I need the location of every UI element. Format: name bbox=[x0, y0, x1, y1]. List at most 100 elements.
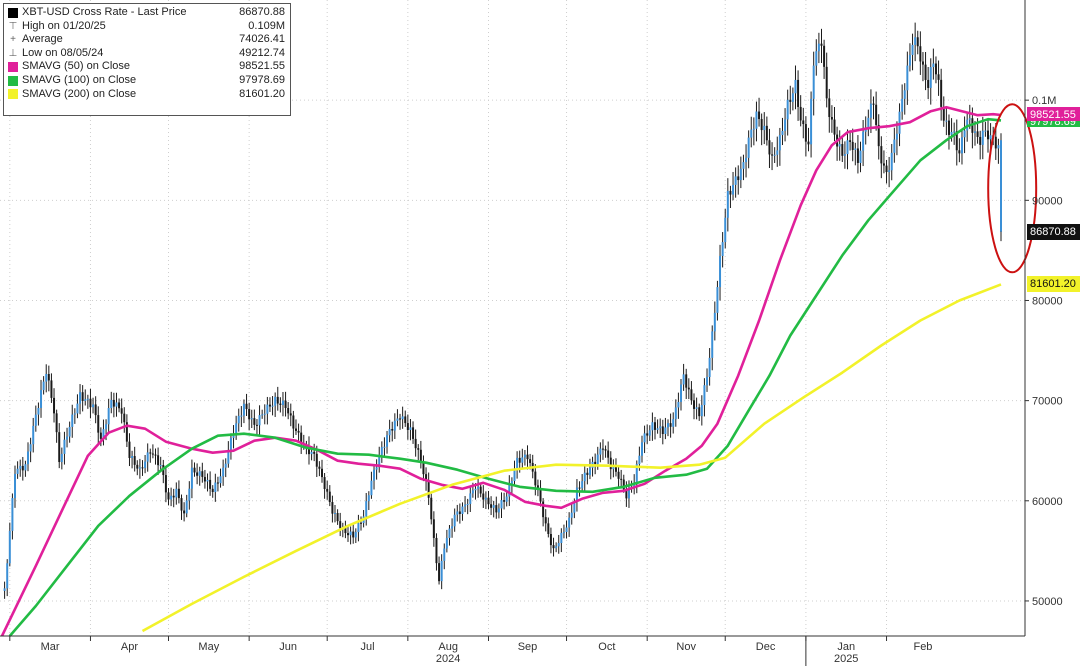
candle-body bbox=[32, 425, 35, 445]
legend-row-low: ⊥ Low on 08/05/24 49212.74 bbox=[8, 47, 285, 61]
candle-body bbox=[445, 537, 448, 549]
candle-body bbox=[664, 427, 667, 435]
candle-body bbox=[37, 407, 40, 415]
sma50-line bbox=[0, 105, 1002, 637]
candle-body bbox=[185, 500, 188, 514]
candle-body bbox=[651, 422, 654, 431]
candle-body bbox=[250, 418, 253, 420]
candle-body bbox=[752, 128, 755, 130]
legend-label: SMAVG (50) on Close bbox=[22, 60, 131, 73]
candle-body bbox=[549, 533, 552, 546]
candle-body bbox=[401, 416, 404, 420]
candle-body bbox=[354, 532, 357, 538]
candle-body bbox=[536, 485, 539, 489]
candle-body bbox=[370, 480, 373, 496]
candle-body bbox=[846, 140, 849, 155]
candle-body bbox=[828, 98, 831, 118]
candle-body bbox=[825, 66, 828, 99]
candle-body bbox=[635, 463, 638, 483]
candle-body bbox=[908, 54, 911, 66]
chart-legend: XBT-USD Cross Rate - Last Price 86870.88… bbox=[3, 3, 291, 116]
candle-body bbox=[190, 467, 193, 489]
candle-body bbox=[758, 111, 761, 120]
candle-body bbox=[695, 407, 698, 409]
candle-body bbox=[27, 451, 30, 465]
candle-body bbox=[994, 136, 997, 149]
candle-body bbox=[198, 471, 201, 476]
y-axis-ticks: 50000 60000 70000 80000 90000 0.1M bbox=[1025, 95, 1063, 608]
candle-body bbox=[53, 397, 56, 414]
candle-body bbox=[258, 415, 261, 426]
candle-body bbox=[81, 392, 84, 401]
sma200-line bbox=[141, 283, 1002, 633]
candle-body bbox=[732, 184, 735, 195]
candle-body bbox=[383, 446, 386, 448]
low-marker-icon: ⊥ bbox=[8, 47, 18, 59]
candle-body bbox=[292, 415, 295, 429]
candle-body bbox=[505, 496, 508, 502]
candle-body bbox=[932, 63, 935, 68]
candle-body bbox=[833, 119, 836, 135]
legend-value: 74026.41 bbox=[239, 33, 285, 46]
candle-body bbox=[453, 514, 456, 527]
candle-body bbox=[849, 140, 852, 142]
candle-body bbox=[235, 423, 238, 435]
candle-body bbox=[815, 51, 818, 66]
candle-body bbox=[482, 493, 485, 500]
candle-body bbox=[412, 427, 415, 439]
candle-body bbox=[466, 503, 469, 505]
candle-body bbox=[890, 152, 893, 171]
y-tick-label: 50000 bbox=[1032, 596, 1063, 608]
legend-label: XBT-USD Cross Rate - Last Price bbox=[22, 6, 187, 18]
candle-body bbox=[596, 454, 599, 465]
x-month-label: Aug bbox=[438, 641, 458, 653]
candle-body bbox=[268, 404, 271, 407]
candle-body bbox=[157, 455, 160, 466]
candle-body bbox=[175, 488, 178, 498]
candle-body bbox=[929, 67, 932, 88]
candle-body bbox=[183, 510, 186, 514]
candle-body bbox=[6, 563, 9, 589]
candle-body bbox=[271, 405, 274, 407]
candle-body bbox=[742, 162, 745, 169]
candle-body bbox=[196, 472, 199, 476]
candle-body bbox=[950, 131, 953, 135]
legend-value: 49212.74 bbox=[239, 46, 285, 59]
legend-label: Low on 08/05/24 bbox=[22, 46, 104, 59]
axes bbox=[0, 0, 1026, 637]
candle-body bbox=[266, 404, 269, 414]
candle-body bbox=[685, 374, 688, 388]
candle-body bbox=[659, 426, 662, 429]
candle-body bbox=[893, 139, 896, 153]
candle-body bbox=[604, 449, 607, 451]
x-axis-ticks: Mar Apr May Jun Jul Aug Sep Oct Nov Dec Jan Feb 2024… bbox=[9, 636, 932, 666]
candle-body bbox=[523, 454, 526, 458]
red-ellipse-annotation bbox=[987, 103, 1038, 274]
candle-body bbox=[721, 242, 724, 256]
candle-body bbox=[648, 430, 651, 436]
candle-body bbox=[797, 79, 800, 107]
candle-body bbox=[248, 409, 251, 420]
candle-body bbox=[778, 135, 781, 151]
candle-body bbox=[921, 61, 924, 65]
legend-value: 97978.69 bbox=[239, 73, 285, 86]
y-tick-label: 90000 bbox=[1032, 195, 1063, 207]
x-year-label: 2024 bbox=[436, 653, 460, 665]
candle-body bbox=[622, 479, 625, 490]
legend-swatch-sma100 bbox=[8, 75, 18, 86]
candle-body bbox=[989, 135, 992, 140]
candle-body bbox=[557, 543, 560, 547]
legend-value: 0.109M bbox=[248, 19, 285, 32]
legend-label: SMAVG (200) on Close bbox=[22, 87, 137, 100]
candle-body bbox=[66, 436, 69, 440]
candle-body bbox=[79, 392, 82, 404]
candle-body bbox=[422, 462, 425, 475]
candle-body bbox=[513, 469, 516, 482]
legend-row-sma200: SMAVG (200) on Close 81601.20 bbox=[8, 88, 285, 102]
candle-body bbox=[867, 117, 870, 129]
candle-body bbox=[71, 414, 74, 427]
x-month-label: Nov bbox=[676, 641, 696, 653]
candle-body bbox=[607, 450, 610, 458]
candle-body bbox=[812, 65, 815, 99]
candle-body bbox=[47, 373, 50, 381]
